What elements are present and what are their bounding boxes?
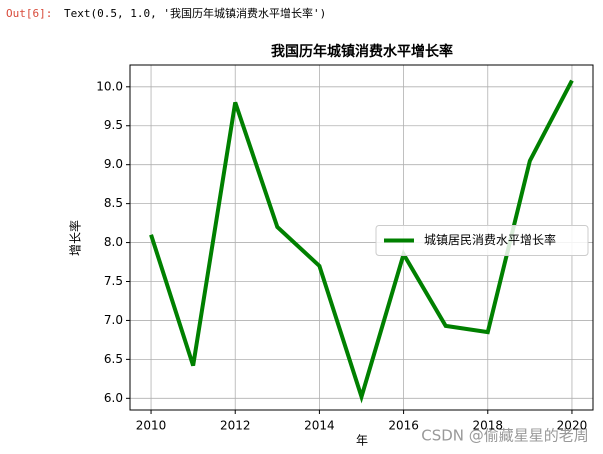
output-text: Text(0.5, 1.0, '我国历年城镇消费水平增长率') (64, 6, 326, 20)
y-tick-label: 7.5 (104, 274, 123, 288)
x-tick-label: 2010 (136, 419, 167, 433)
plot-frame (129, 64, 594, 411)
chart-title: 我国历年城镇消费水平增长率 (271, 43, 453, 60)
y-tick-label: 8.0 (104, 235, 123, 249)
legend-label: 城镇居民消费水平增长率 (424, 232, 556, 247)
x-tick-label: 2020 (557, 419, 588, 433)
watermark: CSDN @偷藏星星的老周 (421, 427, 589, 445)
y-tick-label: 8.5 (104, 196, 123, 210)
x-tick-label: 2014 (304, 419, 335, 433)
x-tick-label: 2018 (472, 419, 503, 433)
y-tick-label: 9.0 (104, 157, 123, 171)
x-tick-label: 2016 (388, 419, 419, 433)
y-tick-label: 6.5 (104, 352, 123, 366)
line (149, 79, 574, 404)
y-tick-label: 9.5 (104, 118, 123, 132)
legend (375, 225, 589, 256)
y-tick-label: 6.0 (104, 391, 123, 405)
x-axis-label: 年 (356, 434, 368, 448)
x-tick-label: 2012 (220, 419, 251, 433)
output-prompt: Out[6]: (6, 7, 52, 20)
y-tick-label: 7.0 (104, 313, 123, 327)
y-tick-label: 10.0 (96, 79, 123, 93)
y-axis-label: 增长率 (68, 220, 83, 256)
